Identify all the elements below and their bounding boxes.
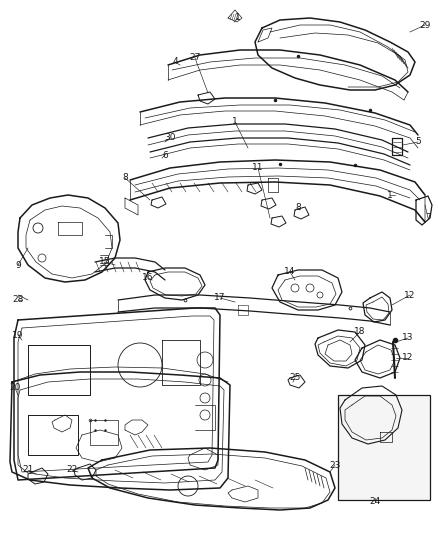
Text: 27: 27 [189,53,201,62]
Text: 29: 29 [419,20,431,29]
Text: 25: 25 [290,374,301,383]
Text: 30: 30 [164,133,176,142]
FancyBboxPatch shape [338,395,430,500]
Text: 23: 23 [329,461,341,470]
Text: 16: 16 [142,273,154,282]
Text: 8: 8 [122,174,128,182]
Text: 12: 12 [404,290,416,300]
Text: 6: 6 [162,150,168,159]
Text: 4: 4 [172,58,178,67]
Text: 9: 9 [15,261,21,270]
Text: 8: 8 [295,204,301,213]
Text: 24: 24 [369,497,381,506]
Text: 1: 1 [235,13,241,22]
Text: 21: 21 [22,465,34,474]
Text: 17: 17 [214,294,226,303]
Text: 22: 22 [67,465,78,474]
Text: 19: 19 [12,330,24,340]
Text: 7: 7 [425,214,431,222]
Text: 15: 15 [99,257,111,266]
Text: 18: 18 [354,327,366,336]
Text: 12: 12 [403,353,413,362]
Text: 1: 1 [387,190,393,199]
Text: 20: 20 [9,384,21,392]
Text: 1: 1 [232,117,238,126]
Text: 14: 14 [284,268,296,277]
Text: 11: 11 [252,164,264,173]
Text: 5: 5 [415,138,421,147]
Text: 13: 13 [402,334,414,343]
Text: 28: 28 [12,295,24,304]
